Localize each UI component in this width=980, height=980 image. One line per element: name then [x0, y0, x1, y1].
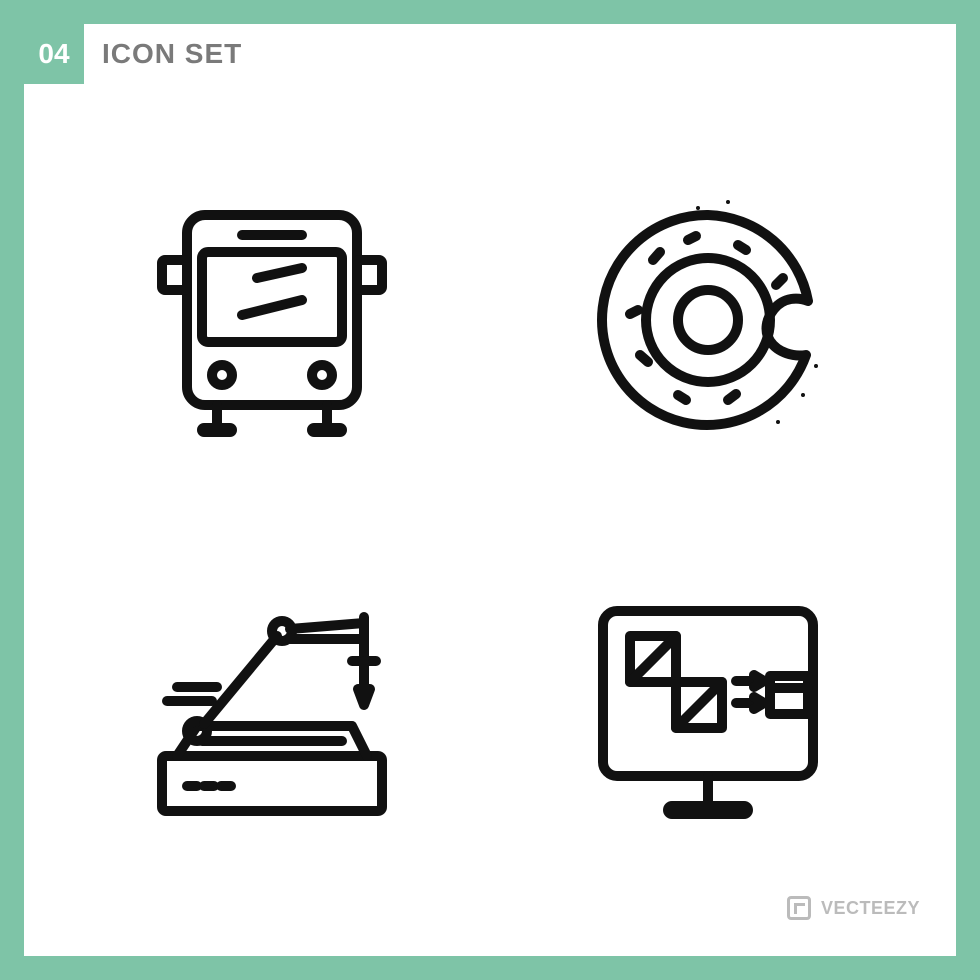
- monitor-icon: [578, 581, 838, 841]
- machine-icon: [142, 581, 402, 841]
- watermark-logo-icon: [787, 896, 811, 920]
- header-number: 04: [24, 24, 84, 84]
- watermark: VECTEEZY: [787, 896, 920, 920]
- bus-icon: [142, 190, 402, 450]
- watermark-text: VECTEEZY: [821, 898, 920, 919]
- frame-border: 04 ICON SET: [0, 0, 980, 980]
- header-title: ICON SET: [84, 24, 242, 84]
- header-badge: 04 ICON SET: [24, 24, 242, 84]
- icon-grid: [114, 164, 866, 866]
- donut-icon: [578, 190, 838, 450]
